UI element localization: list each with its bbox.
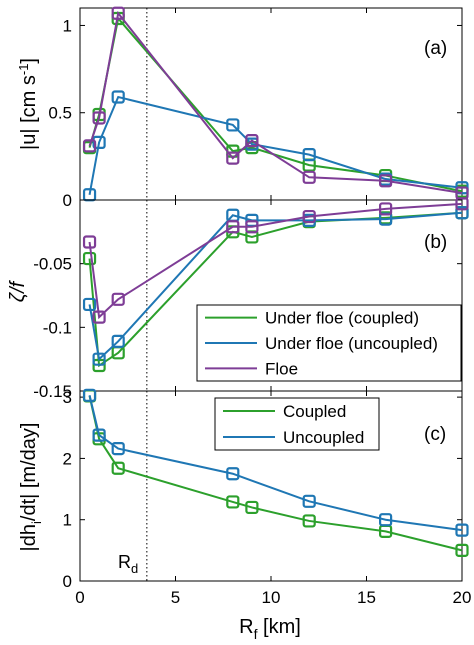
x-tick-label: 20 xyxy=(453,588,472,607)
y-tick-label: 0 xyxy=(63,572,72,591)
data-point-uncoupled xyxy=(82,297,97,312)
data-point-floe xyxy=(92,111,106,125)
legend-label-floe: Floe xyxy=(265,359,298,378)
y-tick-label: 3 xyxy=(63,388,72,407)
panel-a-tag: (a) xyxy=(424,38,447,59)
panel-1: 00.51 xyxy=(48,6,469,210)
data-point-floe xyxy=(245,220,259,234)
data-point-floe xyxy=(302,170,316,184)
data-point-floe xyxy=(111,6,125,20)
data-point-uncoupled xyxy=(455,523,469,537)
data-point-uncoupled xyxy=(302,494,316,508)
x-tick-label: 0 xyxy=(75,588,84,607)
ylabel-a: |u| [cm s-1] xyxy=(16,58,40,150)
x-tick-label: 5 xyxy=(171,588,180,607)
rd-label: Rd xyxy=(118,552,138,576)
data-point-floe xyxy=(92,310,106,324)
legend-box xyxy=(214,397,380,451)
panel-b-tag: (b) xyxy=(424,232,447,253)
data-point-coupled xyxy=(455,543,469,557)
series-coupled xyxy=(82,11,469,198)
data-point-coupled xyxy=(245,500,259,515)
data-point-floe xyxy=(302,209,316,224)
series-line-floe xyxy=(88,10,463,195)
panel-c-tag: (c) xyxy=(424,424,446,445)
legend-label-coupled: Under floe (coupled) xyxy=(265,309,419,328)
data-point-floe xyxy=(379,202,393,216)
y-tick-label: -0.1 xyxy=(43,318,72,337)
data-point-floe xyxy=(111,292,125,306)
data-point-floe xyxy=(379,174,393,188)
legend-label-uncoupled: Uncoupled xyxy=(283,428,364,447)
data-point-coupled xyxy=(111,461,125,475)
data-point-floe xyxy=(82,235,97,249)
ylabel-b: ζ/f xyxy=(7,279,29,302)
series-uncoupled xyxy=(82,388,469,537)
series-line-uncoupled xyxy=(88,95,463,195)
data-point-coupled xyxy=(226,495,240,509)
y-tick-label: 1 xyxy=(63,16,72,35)
y-tick-label: -0.15 xyxy=(33,382,72,401)
data-point-uncoupled xyxy=(92,428,106,442)
series-line-uncoupled xyxy=(88,395,463,532)
data-point-uncoupled xyxy=(92,135,106,149)
legend: Coupled Uncoupled xyxy=(214,397,380,451)
y-tick-label: 0.5 xyxy=(48,104,72,123)
data-point-uncoupled xyxy=(111,334,125,348)
series-uncoupled xyxy=(82,206,469,366)
data-point-uncoupled xyxy=(226,467,240,481)
data-point-uncoupled xyxy=(302,148,316,162)
legend-label-uncoupled: Under floe (uncoupled) xyxy=(265,334,438,353)
y-tick-label: 1 xyxy=(63,511,72,530)
legend-label-coupled: Coupled xyxy=(283,402,346,421)
data-point-uncoupled xyxy=(111,442,125,456)
series-floe xyxy=(82,6,469,200)
legend: Under floe (coupled) Under floe (uncouple… xyxy=(196,304,462,382)
y-tick-label: -0.05 xyxy=(33,255,72,274)
series-line-floe xyxy=(88,202,463,320)
data-point-uncoupled xyxy=(82,388,97,402)
series-line-uncoupled xyxy=(88,211,463,362)
series-coupled xyxy=(82,389,469,557)
data-point-uncoupled xyxy=(455,206,469,220)
y-tick-label: 2 xyxy=(63,449,72,468)
data-point-floe xyxy=(226,220,240,234)
data-point-uncoupled xyxy=(226,118,240,132)
data-point-floe xyxy=(245,134,259,148)
data-point-floe xyxy=(226,151,240,165)
series-uncoupled xyxy=(82,90,469,202)
data-point-uncoupled xyxy=(111,90,125,104)
x-tick-label: 10 xyxy=(262,588,281,607)
data-point-floe xyxy=(455,197,469,211)
series-line-coupled xyxy=(88,16,463,193)
data-point-uncoupled xyxy=(379,513,393,527)
data-point-uncoupled xyxy=(92,352,106,366)
panel-3: 0 1 2 3 0 5 10 15 20 Coupled Uncoupled xyxy=(63,388,472,607)
data-point-coupled xyxy=(302,514,316,528)
data-point-floe xyxy=(82,139,97,153)
y-tick-label: 0 xyxy=(63,191,72,210)
x-tick-label: 15 xyxy=(357,588,376,607)
data-point-coupled xyxy=(82,251,97,266)
series-floe xyxy=(82,197,469,324)
ylabel-c: |dhi/dt| [m/day] xyxy=(18,423,44,552)
xlabel: Rf [km] xyxy=(239,616,301,642)
